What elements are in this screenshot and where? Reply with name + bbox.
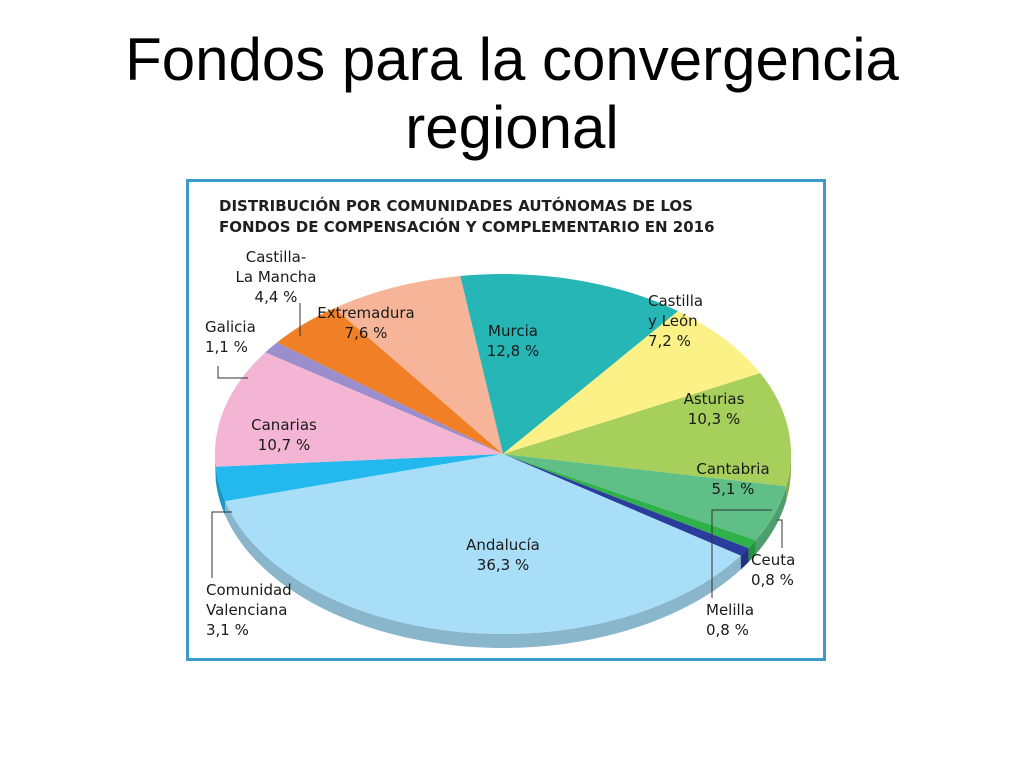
leader-line-galicia (217, 366, 248, 379)
slice-value-asturias: 10,3 % (688, 410, 740, 428)
slice-label-castilla-y-le-n: Castilla (648, 292, 703, 310)
slice-value-canarias: 10,7 % (258, 436, 310, 454)
pie-slice-ceuta (503, 454, 756, 549)
slice-value-ceuta: 0,8 % (751, 571, 794, 589)
pie-side-2 (786, 454, 792, 501)
leader-line-ceuta (777, 519, 783, 548)
pie-slice-comunidad-valenciana (215, 454, 504, 502)
pie-slice-murcia (460, 274, 679, 454)
slice-label-castilla-la-mancha: La Mancha (236, 268, 317, 286)
pie-slice-canarias (215, 352, 503, 467)
slice-label-extremadura: Extremadura (317, 304, 415, 322)
slide-title: Fondos para la convergencia regional (0, 26, 1024, 162)
pie-slice-castilla-y-le-n (503, 311, 761, 454)
slice-label-canarias: Canarias (251, 416, 317, 434)
pie-slice-andaluc-a (225, 454, 741, 635)
slice-value-melilla: 0,8 % (706, 621, 749, 639)
pie-side-3 (755, 486, 787, 555)
pie-side-7 (215, 466, 226, 516)
slice-label-asturias: Asturias (684, 390, 745, 408)
slice-label-melilla: Melilla (706, 601, 754, 619)
leader-line-comunidad-valenciana (211, 511, 232, 578)
chart-title-line-2: FONDOS DE COMPENSACIÓN Y COMPLEMENTARIO … (219, 218, 715, 236)
pie-slice-castilla-la-mancha (277, 308, 503, 454)
chart-title: DISTRIBUCIÓN POR COMUNIDADES AUTÓNOMAS D… (219, 196, 809, 238)
slice-label-castilla-y-le-n: y León (648, 312, 698, 330)
slice-label-murcia: Murcia (488, 322, 538, 340)
pie-slice-extremadura (334, 275, 503, 454)
slice-value-galicia: 1,1 % (205, 338, 248, 356)
slice-label-comunidad-valenciana: Comunidad (206, 581, 292, 599)
pie-side-4 (748, 540, 756, 563)
pie-slice-galicia (265, 342, 503, 454)
pie-side-5 (740, 548, 749, 570)
pie-slice-asturias (503, 373, 791, 487)
leader-line-melilla (711, 509, 772, 598)
pie-side (215, 454, 792, 649)
slice-value-cantabria: 5,1 % (712, 480, 755, 498)
slice-label-andaluc-a: Andalucía (466, 536, 540, 554)
slice-value-castilla-y-le-n: 7,2 % (648, 332, 691, 350)
pie-slice-melilla (503, 454, 749, 556)
chart-title-line-1: DISTRIBUCIÓN POR COMUNIDADES AUTÓNOMAS D… (219, 197, 693, 215)
pie-slice-cantabria (503, 454, 787, 541)
slide-title-line-1: Fondos para la convergencia (125, 26, 899, 93)
pie-side-6 (225, 501, 741, 649)
pie-side-8 (215, 454, 216, 481)
slide-title-line-2: regional (405, 94, 619, 161)
slice-value-comunidad-valenciana: 3,1 % (206, 621, 249, 639)
slice-label-galicia: Galicia (205, 318, 256, 336)
slice-label-castilla-la-mancha: Castilla- (246, 248, 306, 266)
slice-value-murcia: 12,8 % (487, 342, 539, 360)
slice-label-cantabria: Cantabria (696, 460, 769, 478)
slice-label-comunidad-valenciana: Valenciana (206, 601, 288, 619)
slice-value-extremadura: 7,6 % (345, 324, 388, 342)
slice-value-castilla-la-mancha: 4,4 % (255, 288, 298, 306)
slice-label-ceuta: Ceuta (751, 551, 795, 569)
slice-value-andaluc-a: 36,3 % (477, 556, 529, 574)
